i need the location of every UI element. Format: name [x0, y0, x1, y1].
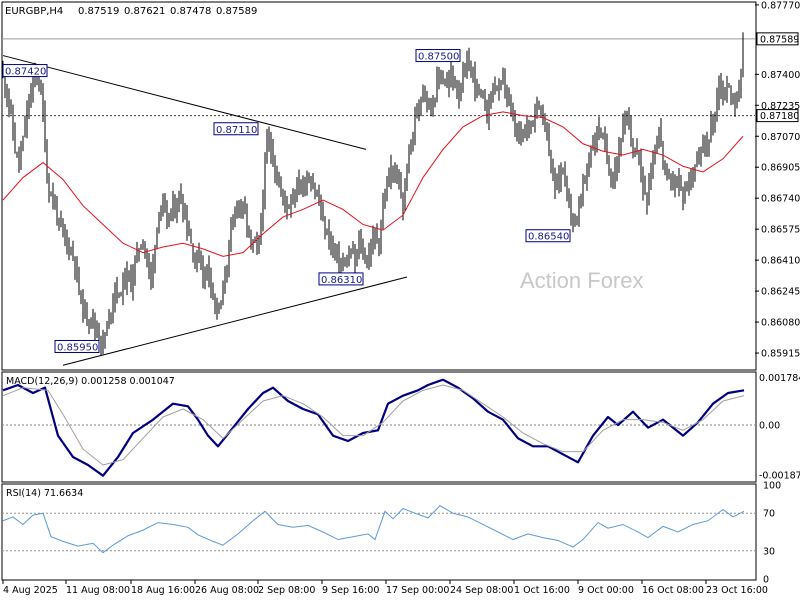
time-axis: 4 Aug 2025 11 Aug 08:00 18 Aug 16:00 26 Aug… — [2, 580, 768, 596]
time-label-11: 23 Oct 16:00 — [706, 585, 768, 596]
rsi-tick-label-0: 100 — [763, 481, 781, 492]
trendline-1 — [62, 276, 408, 366]
price-tick-label-3: 0.87235 — [761, 101, 800, 112]
time-label-7: 24 Sep 08:00 — [450, 585, 513, 596]
price-tick-label-8: 0.86575 — [761, 225, 800, 236]
macd-series-signal — [2, 384, 745, 466]
annotation-label-2: 0.87110 — [216, 125, 257, 136]
price-tick-label-10: 0.86245 — [761, 287, 800, 298]
rsi-series-line — [2, 505, 745, 554]
price-annotations: 0.87420 0.87500 0.87110 0.86310 0.86540 0.859… — [2, 49, 571, 353]
watermark: Action Forex — [520, 268, 644, 293]
annotation-label-0: 0.87420 — [5, 67, 46, 78]
price-axis: 0.87770 0.87400 0.87235 0.87070 0.86905 0.867… — [755, 0, 800, 360]
price-tag-1: 0.87180 — [760, 111, 799, 122]
open-value: 0.87519 — [78, 6, 119, 17]
price-tick-label-6: 0.86905 — [761, 163, 800, 174]
time-label-6: 17 Sep 00:00 — [386, 585, 449, 596]
annotation-label-1: 0.87500 — [418, 52, 459, 63]
rsi-axis: 100 70 30 0 — [763, 481, 781, 586]
time-label-4: 2 Sep 08:00 — [258, 585, 315, 596]
time-label-2: 18 Aug 16:00 — [131, 585, 195, 596]
time-label-5: 9 Sep 16:00 — [322, 585, 379, 596]
horizontal-levels — [2, 38, 755, 117]
rsi-tick-label-2: 30 — [763, 546, 775, 557]
rsi-title: RSI(14) 71.6634 — [6, 488, 83, 499]
price-tick-label-0: 0.87770 — [761, 0, 800, 11]
price-tick-label-7: 0.86740 — [761, 194, 800, 205]
price-bars — [2, 32, 744, 355]
price-tag-0: 0.87589 — [760, 34, 799, 45]
annotation-box-1 — [415, 49, 461, 63]
symbol-label: EURGBP,H4 — [5, 6, 63, 17]
price-panel-frame — [1, 1, 757, 371]
moving-average — [2, 111, 744, 257]
macd-axis: 0.001784 0.00 -0.001879 — [759, 373, 800, 482]
price-tick-label-12: 0.85915 — [761, 349, 800, 360]
macd-lines — [2, 378, 745, 477]
price-tick-label-5: 0.87070 — [761, 132, 800, 143]
rsi-panel-frame — [1, 483, 757, 581]
trendline-0 — [2, 55, 367, 150]
rsi-tick-label-1: 70 — [763, 509, 775, 520]
ma-line — [2, 111, 744, 257]
macd-series-main — [2, 378, 745, 477]
header: EURGBP,H4 0.87519 0.87621 0.87478 0.8758… — [5, 6, 257, 17]
time-label-9: 9 Oct 00:00 — [578, 585, 634, 596]
annotation-label-3: 0.86310 — [321, 275, 362, 286]
macd-panel-frame — [1, 371, 757, 483]
macd-tick-label-1: 0.00 — [759, 421, 780, 432]
price-tick-label-9: 0.86410 — [761, 256, 800, 267]
price-tick-label-2: 0.87400 — [761, 70, 800, 81]
trendlines — [2, 55, 408, 366]
high-value: 0.87621 — [124, 6, 165, 17]
close-value: 0.87589 — [216, 6, 257, 17]
annotation-label-5: 0.85950 — [57, 342, 98, 353]
annotation-box-0 — [2, 64, 48, 78]
macd-tick-label-0: 0.001784 — [759, 373, 800, 384]
rsi-line — [2, 505, 745, 554]
rsi-tick-label-3: 0 — [763, 575, 769, 586]
rsi-levels — [2, 512, 755, 552]
annotation-box-3 — [318, 272, 364, 286]
price-tick-label-11: 0.86080 — [761, 318, 800, 329]
time-label-10: 16 Oct 08:00 — [642, 585, 704, 596]
macd-tick-label-2: -0.001879 — [759, 471, 800, 482]
time-label-0: 4 Aug 2025 — [3, 585, 58, 596]
time-label-8: 1 Oct 16:00 — [514, 585, 570, 596]
low-value: 0.87478 — [170, 6, 211, 17]
price-tag-box-1 — [756, 109, 799, 123]
time-label-1: 11 Aug 08:00 — [66, 585, 130, 596]
annotation-box-2 — [213, 122, 259, 136]
time-label-3: 26 Aug 08:00 — [195, 585, 259, 596]
annotation-label-4: 0.86540 — [528, 232, 569, 243]
annotation-box-4 — [525, 229, 571, 243]
annotation-box-5 — [54, 339, 100, 353]
price-tag-box-0 — [756, 32, 799, 46]
macd-title: MACD(12,26,9) 0.001258 0.001047 — [6, 376, 175, 387]
